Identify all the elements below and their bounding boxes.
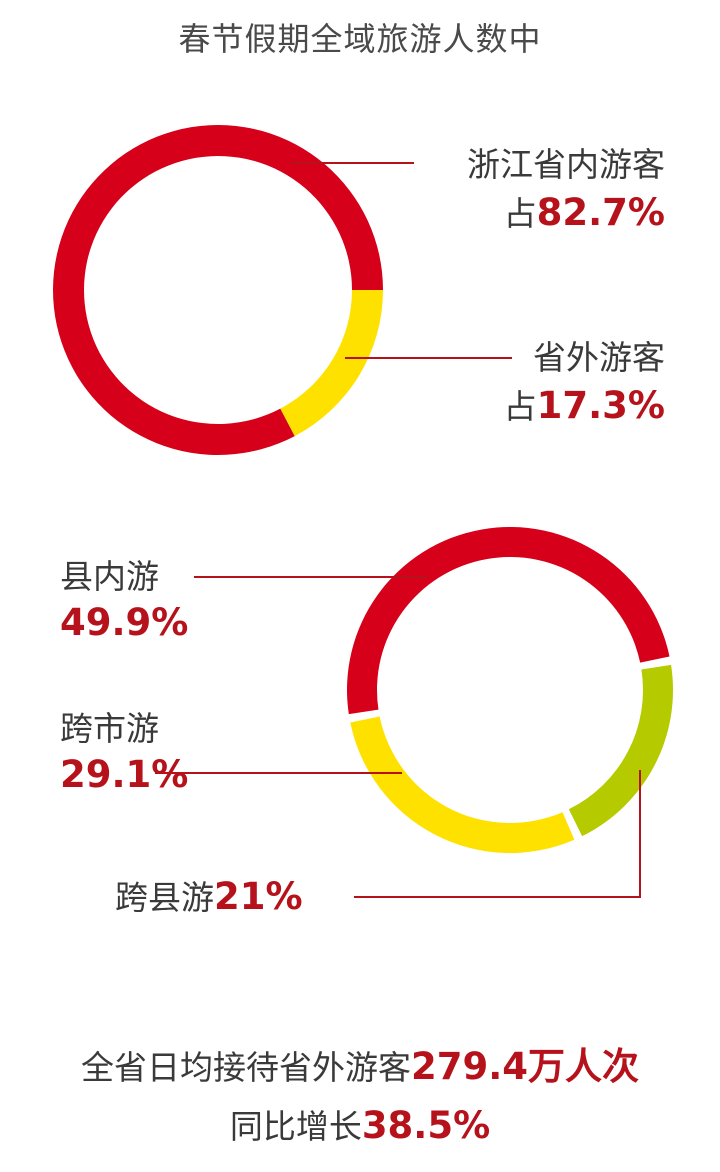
slice-cross-city bbox=[350, 716, 575, 853]
footer-line1-value: 279.4万人次 bbox=[410, 1045, 640, 1088]
label-inprovince-value: 82.7% bbox=[536, 190, 665, 234]
label-inprovince-prefix: 占 bbox=[503, 193, 537, 233]
slice-outprovince bbox=[280, 290, 383, 437]
label-outprovince-name: 省外游客 bbox=[533, 338, 665, 377]
label-county-name: 县内游 bbox=[60, 557, 159, 596]
label-outprovince-prefix: 占 bbox=[503, 386, 537, 426]
footer-line-2: 同比增长38.5% bbox=[0, 1100, 720, 1148]
label-inprovince: 浙江省内游客 占82.7% bbox=[467, 146, 665, 234]
label-cross-county-name: 跨县游 bbox=[115, 878, 214, 917]
label-cross-city-value: 29.1% bbox=[60, 752, 189, 796]
footer-line1-text: 全省日均接待省外游客 bbox=[80, 1048, 411, 1087]
footer-line-1: 全省日均接待省外游客279.4万人次 bbox=[0, 1036, 720, 1090]
donut-chart-origin bbox=[52, 125, 384, 455]
label-cross-county-value: 21% bbox=[214, 875, 303, 918]
donut-chart-trip-type bbox=[347, 527, 674, 853]
label-cross-county: 跨县游21% bbox=[115, 875, 303, 919]
label-cross-city-name: 跨市游 bbox=[60, 709, 159, 748]
slice-county bbox=[347, 527, 670, 715]
leader-line-cross-county bbox=[354, 770, 641, 898]
chart-title: 春节假期全域旅游人数中 bbox=[178, 20, 542, 58]
label-outprovince-value: 17.3% bbox=[536, 383, 665, 427]
label-county-value: 49.9% bbox=[60, 600, 189, 644]
label-outprovince: 省外游客 占17.3% bbox=[504, 339, 665, 427]
label-county: 县内游 49.9% bbox=[60, 558, 188, 644]
label-inprovince-name: 浙江省内游客 bbox=[467, 145, 665, 184]
footer-line2-value: 38.5% bbox=[361, 1104, 491, 1147]
slice-cross-county bbox=[568, 664, 674, 837]
label-cross-city: 跨市游 29.1% bbox=[60, 710, 188, 796]
footer-line2-text: 同比增长 bbox=[229, 1107, 362, 1146]
